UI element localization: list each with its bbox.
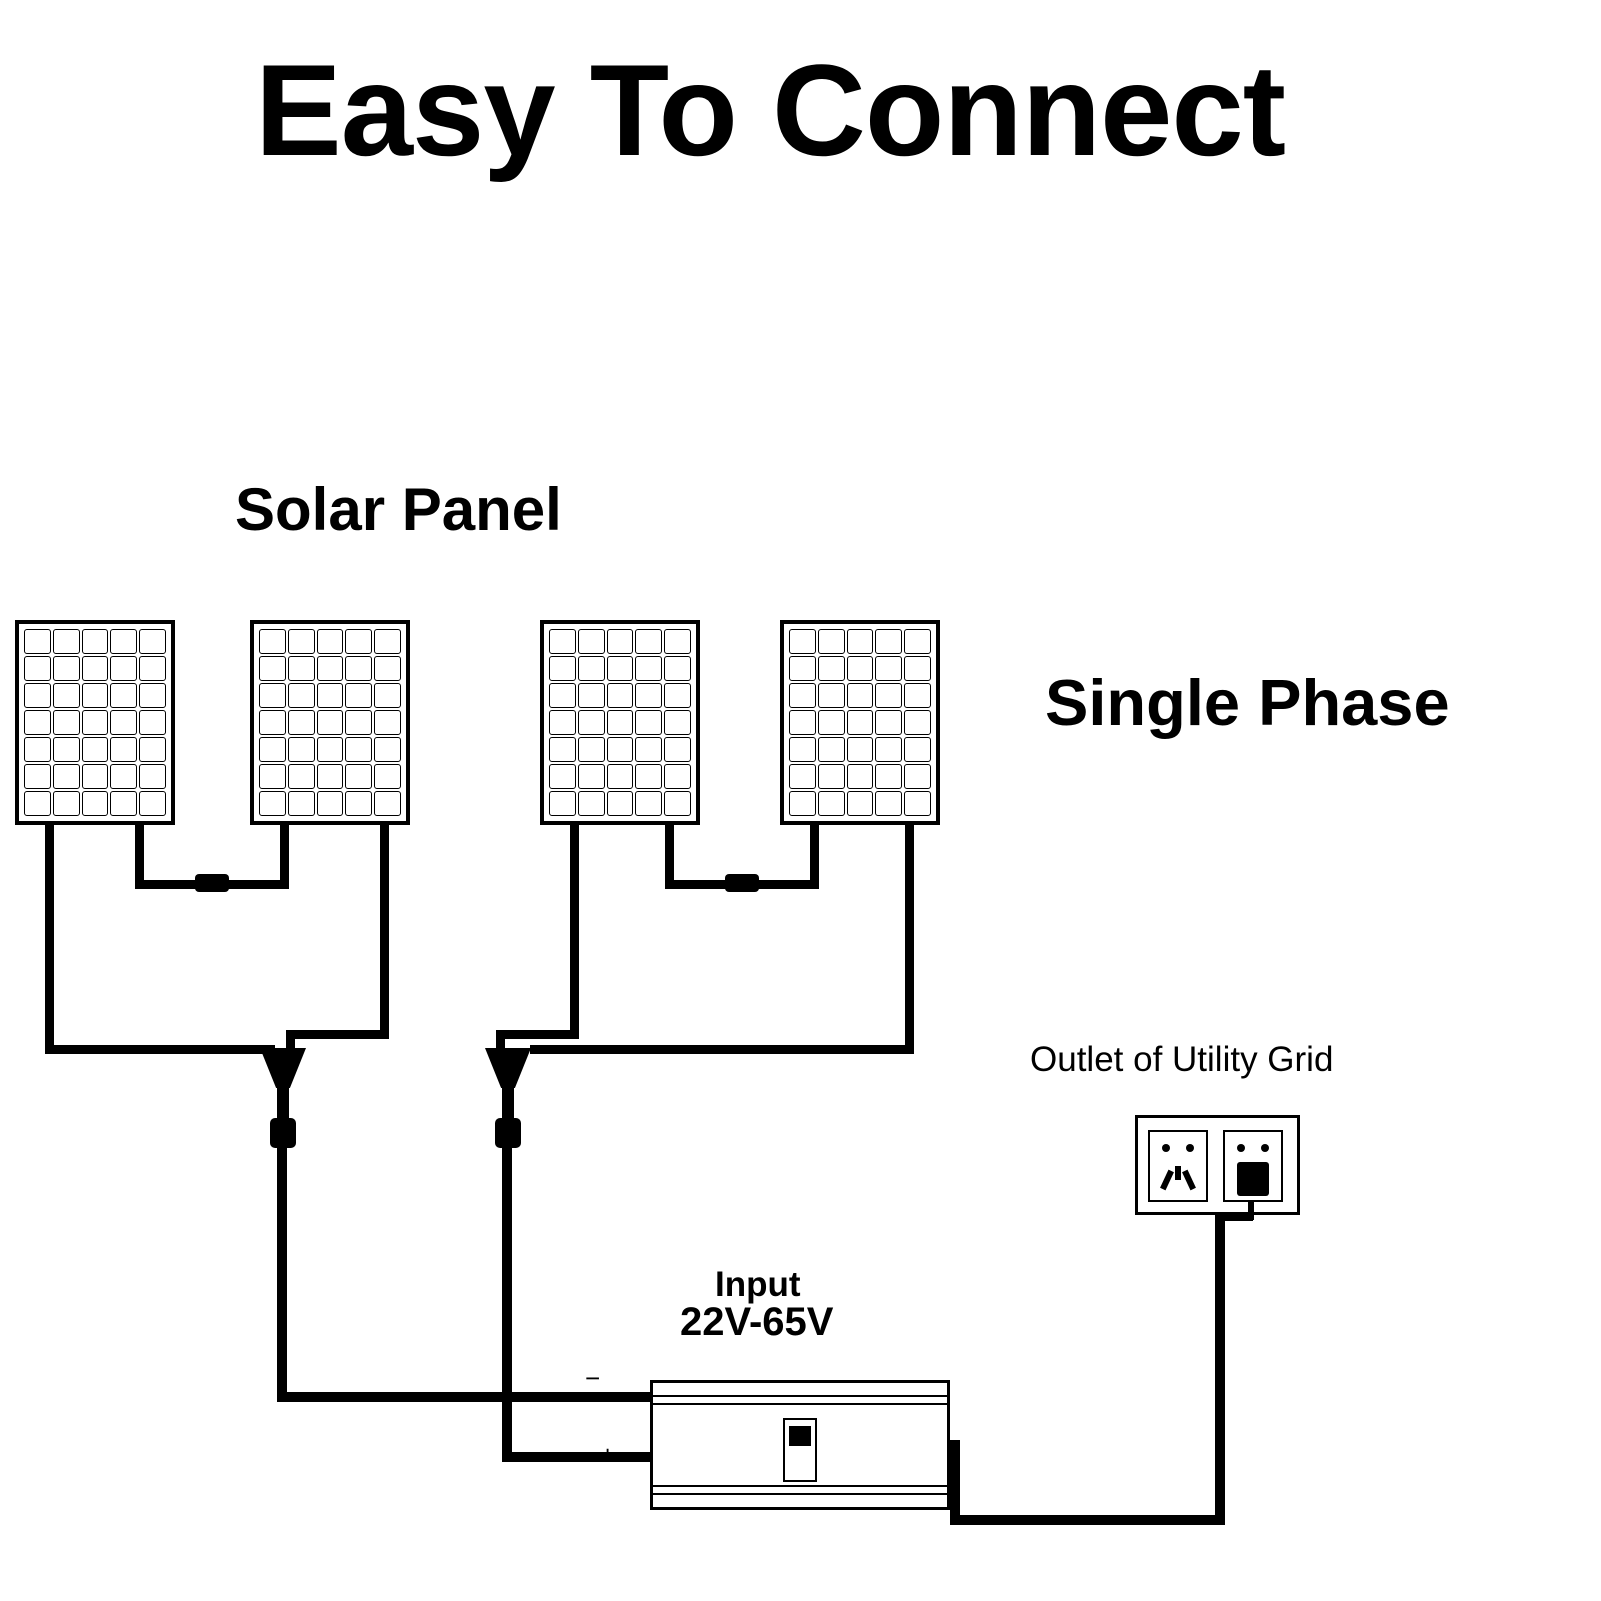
- y-connector-icon: [485, 1048, 531, 1088]
- input-label-1: Input: [715, 1265, 801, 1305]
- diagram-stage: Easy To Connect Solar Panel Single Phase…: [0, 0, 1601, 1601]
- input-label-2: 22V-65V: [680, 1300, 833, 1345]
- solar-panel-icon: [15, 620, 175, 825]
- plus-label: +: [600, 1440, 615, 1471]
- y-connector-icon: [260, 1048, 306, 1088]
- inverter-device-icon: [650, 1380, 950, 1510]
- single-phase-label: Single Phase: [1045, 665, 1450, 740]
- solar-panel-label: Solar Panel: [235, 475, 562, 544]
- splice-connector-icon: [195, 874, 229, 892]
- page-title: Easy To Connect: [255, 35, 1285, 185]
- solar-panel-icon: [250, 620, 410, 825]
- inverter-switch-icon: [783, 1418, 817, 1482]
- splice-connector-icon: [725, 874, 759, 892]
- outlet-label: Outlet of Utility Grid: [1030, 1040, 1333, 1080]
- minus-label: −: [585, 1363, 600, 1394]
- solar-panel-icon: [780, 620, 940, 825]
- utility-outlet-icon: [1135, 1115, 1300, 1215]
- solar-panel-icon: [540, 620, 700, 825]
